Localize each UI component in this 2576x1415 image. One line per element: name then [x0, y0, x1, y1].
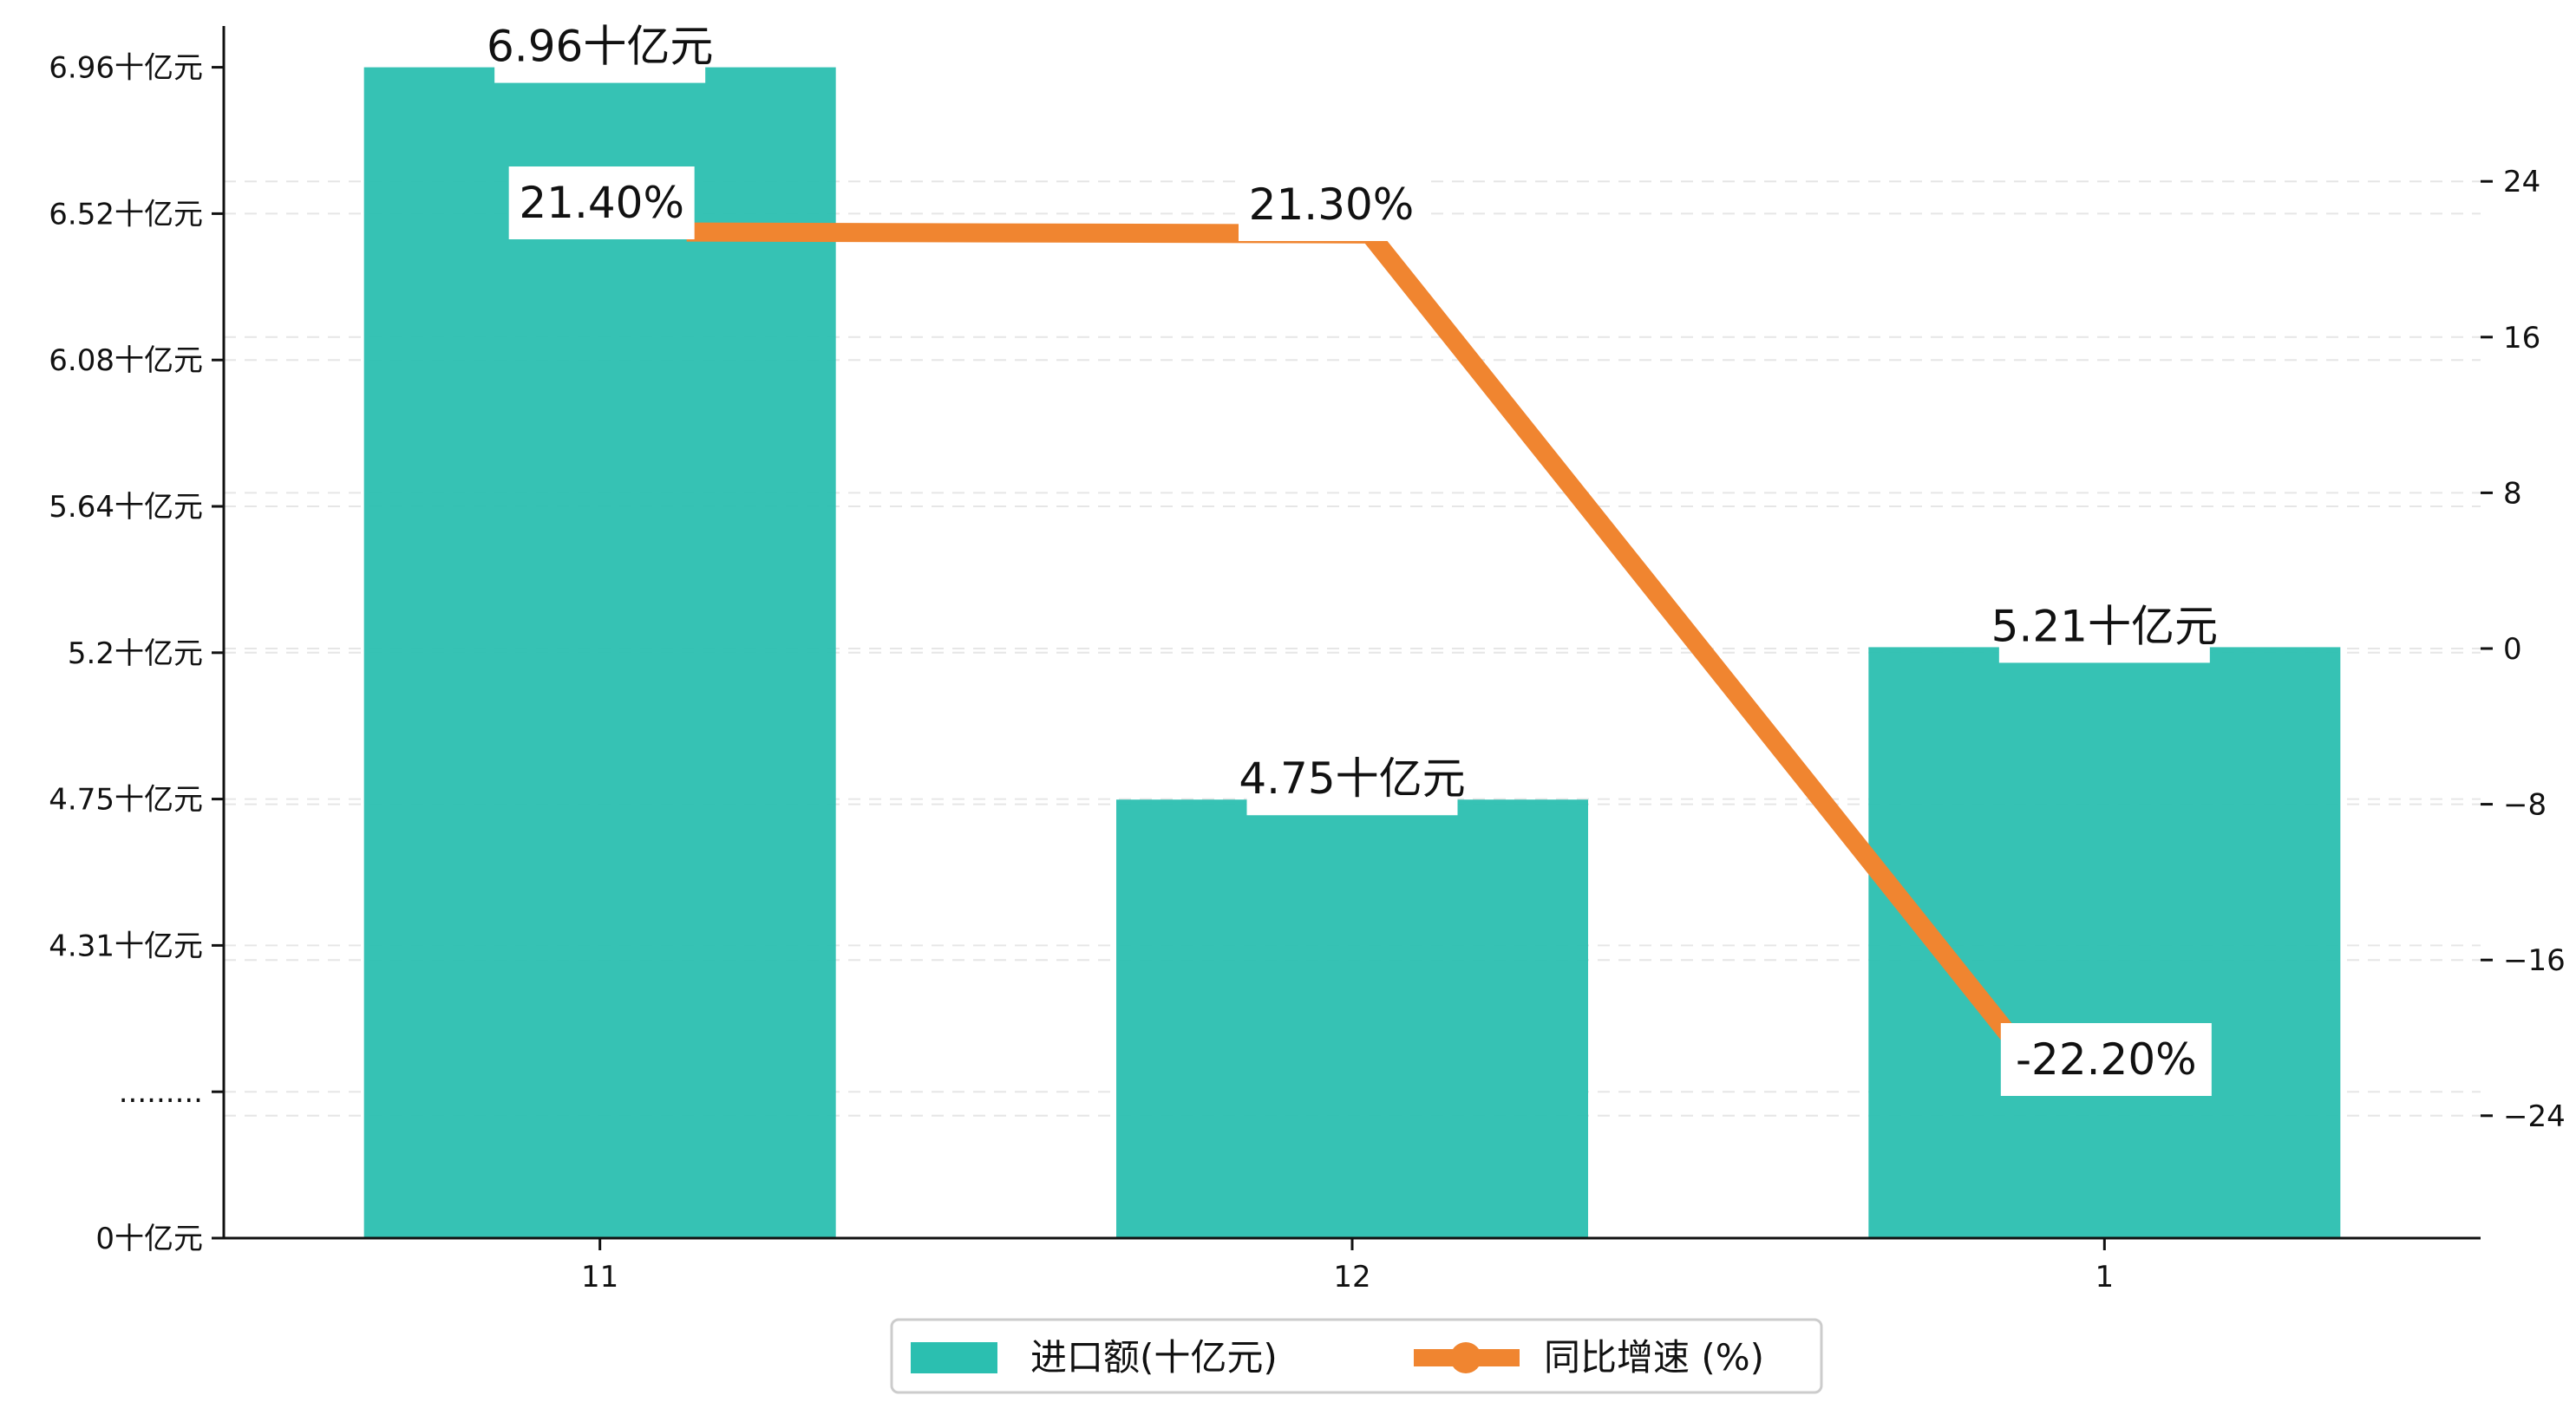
left-tick-label: 4.31十亿元 — [49, 929, 203, 963]
left-tick-label: 0十亿元 — [95, 1222, 203, 1256]
line-value-label: 21.30% — [1249, 179, 1415, 230]
bar-12 — [1116, 799, 1588, 1238]
left-tick-label: 4.75十亿元 — [49, 783, 203, 818]
bar-value-label-box — [1998, 590, 2210, 663]
x-tick-label: 11 — [581, 1260, 618, 1294]
legend-frame — [890, 1318, 1823, 1394]
right-tick-label: −8 — [2503, 788, 2547, 823]
legend-line-marker — [1450, 1342, 1481, 1373]
x-tick-label: 1 — [2095, 1260, 2115, 1294]
bar-value-label: 6.96十亿元 — [487, 22, 713, 72]
legend-line-label: 同比增速 (%) — [1544, 1336, 1764, 1379]
legend-bar-swatch — [911, 1342, 997, 1373]
line-value-label-box — [1239, 168, 1424, 241]
left-tick-label: ......... — [119, 1075, 203, 1110]
line-value-label: -22.20% — [2016, 1034, 2197, 1085]
left-tick-label: 5.64十亿元 — [49, 490, 203, 525]
right-tick-label: 16 — [2503, 321, 2540, 355]
bar-series — [363, 67, 2341, 1239]
left-tick-label: 6.96十亿元 — [49, 51, 203, 86]
right-tick-label: 0 — [2503, 632, 2522, 667]
right-tick-label: 24 — [2503, 165, 2540, 199]
line-value-label: 21.40% — [519, 178, 684, 228]
bar-value-label: 4.75十亿元 — [1239, 753, 1465, 804]
bar-value-label-box — [1246, 742, 1458, 816]
data-labels: 6.96十亿元 4.75十亿元 5.21十亿元 21.40% 21.30% -22.20% — [487, 10, 2218, 1096]
bar-value-label-box — [494, 10, 706, 83]
x-tick-label: 12 — [1333, 1260, 1370, 1294]
line-value-label-box — [2000, 1023, 2212, 1096]
left-tick-label: 6.08十亿元 — [49, 343, 203, 378]
left-tick-label: 6.52十亿元 — [49, 197, 203, 231]
bar-11 — [363, 67, 836, 1239]
right-tick-label: 8 — [2503, 476, 2522, 511]
line-value-label-box — [508, 166, 695, 239]
legend: 进口额(十亿元) 同比增速 (%) — [890, 1318, 1823, 1394]
right-tick-label: −24 — [2503, 1099, 2566, 1134]
legend-bar-label: 进口额(十亿元) — [1030, 1336, 1278, 1379]
right-tick-label: −16 — [2503, 943, 2566, 978]
axes: 0十亿元......... 4.31十亿元 4.75十亿元 5.2十亿元 5.64十亿元… — [49, 26, 2566, 1294]
bar-value-label: 5.21十亿元 — [1991, 601, 2218, 651]
left-tick-label: 5.2十亿元 — [68, 636, 203, 671]
